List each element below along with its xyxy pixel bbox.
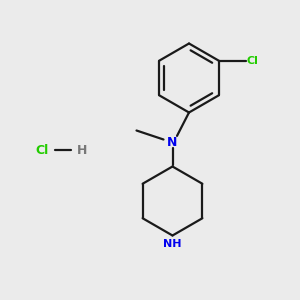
Text: H: H bbox=[77, 143, 88, 157]
Text: N: N bbox=[167, 136, 178, 149]
Text: Cl: Cl bbox=[247, 56, 259, 66]
Text: Cl: Cl bbox=[35, 143, 49, 157]
Text: NH: NH bbox=[163, 239, 182, 249]
